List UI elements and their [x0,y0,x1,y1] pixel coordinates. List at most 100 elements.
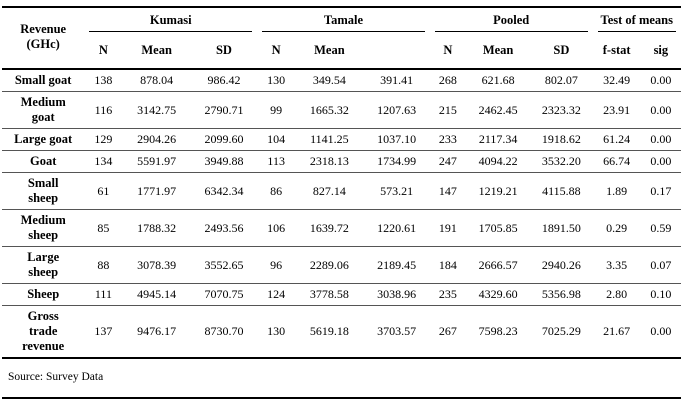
table-cell: 1665.32 [295,91,364,129]
col-header-fstat: f-stat [592,32,641,70]
table-cell: 349.54 [295,69,364,92]
table-cell: 1.89 [592,172,641,210]
table-header: Revenue (GHc) Kumasi Tamale Pooled Test … [2,7,681,70]
table-body: Small goat 138 878.04 986.42 130 349.54 391.41… [2,69,681,359]
table-row: Small sheep 61 1771.97 6342.34 86 827.14 573.21… [2,172,681,210]
table-cell: 111 [84,283,123,306]
table-cell: 137 [84,305,123,359]
table-row: Medium sheep 85 1788.32 2493.56 106 1639.72 122… [2,209,681,247]
table-cell: 2099.60 [190,128,258,151]
table-cell: 61.24 [592,128,641,151]
row-label-line: Large goat [14,132,73,146]
table-cell: 3532.20 [530,150,593,173]
table-cell: 129 [84,128,123,151]
group-header-tamale: Tamale [257,7,430,32]
table-cell: 0.00 [640,150,681,173]
row-label: Small sheep [2,172,85,210]
table-cell: 6342.34 [190,172,258,210]
table-cell: 1788.32 [122,209,191,247]
table-row: Small goat 138 878.04 986.42 130 349.54 391.41… [2,69,681,92]
table-row: Medium goat 116 3142.75 2790.71 99 1665.32 1207… [2,91,681,129]
row-label-line: Medium [20,95,66,109]
column-header-row: N Mean SD N Mean N Mean SD f-stat sig [2,32,681,70]
table-cell: 2940.26 [530,246,593,284]
table-cell: 0.59 [640,209,681,247]
row-label-line: sheep [28,191,59,205]
table-cell: 0.00 [640,128,681,151]
table-cell: 215 [429,91,466,129]
row-label-line: Goat [29,154,57,168]
table-cell: 8730.70 [190,305,258,359]
table-cell: 2462.45 [465,91,531,129]
table-cell: 32.49 [592,69,641,92]
table-cell: 3703.57 [363,305,430,359]
table-cell: 4094.22 [465,150,531,173]
row-label-line: Small [27,176,59,190]
table-cell: 573.21 [363,172,430,210]
table-cell: 4115.88 [530,172,593,210]
table-cell: 4329.60 [465,283,531,306]
row-header-line2: (GHc) [26,37,60,51]
table-cell: 1734.99 [363,150,430,173]
row-label-line: Medium [20,213,66,227]
table-cell: 391.41 [363,69,430,92]
row-label: Goat [2,150,85,173]
table-cell: 3552.65 [190,246,258,284]
table-cell: 184 [429,246,466,284]
table-cell: 3.35 [592,246,641,284]
row-header: Revenue (GHc) [2,7,85,70]
table-cell: 0.17 [640,172,681,210]
row-label: Small goat [2,69,85,92]
row-label-line: Sheep [27,287,60,301]
table-cell: 96 [257,246,296,284]
table-cell: 191 [429,209,466,247]
table-row: Large goat 129 2904.26 2099.60 104 1141.25 103… [2,128,681,151]
table-cell: 1220.61 [363,209,430,247]
table-cell: 147 [429,172,466,210]
col-header-tamale-mean: Mean [295,32,364,70]
col-header-tamale-n: N [257,32,296,70]
group-header-test-of-means: Test of means [593,7,681,32]
table-cell: 2666.57 [465,246,531,284]
table-cell: 106 [257,209,296,247]
table-cell: 85 [84,209,123,247]
col-header-kumasi-n: N [84,32,123,70]
row-label: Sheep [2,283,85,306]
table-cell: 7070.75 [190,283,258,306]
table-cell: 4945.14 [122,283,191,306]
table-cell: 247 [429,150,466,173]
row-label-line: Large [27,250,60,264]
table-cell: 3778.58 [295,283,364,306]
row-header-line1: Revenue [20,22,67,36]
table-row: Sheep 111 4945.14 7070.75 124 3778.58 3038.96 2… [2,283,681,306]
table-cell: 0.07 [640,246,681,284]
table-cell: 5591.97 [122,150,191,173]
table-cell: 5619.18 [295,305,364,359]
table-row: Large sheep 88 3078.39 3552.65 96 2289.06 2189.… [2,246,681,284]
table-cell: 138 [84,69,123,92]
col-header-tamale-sd [363,32,430,70]
table-cell: 3078.39 [122,246,191,284]
table-cell: 2.80 [592,283,641,306]
row-label: Medium sheep [2,209,85,247]
table-cell: 0.00 [640,91,681,129]
row-label: Medium goat [2,91,85,129]
table-cell: 2790.71 [190,91,258,129]
table-cell: 2323.32 [530,91,593,129]
row-label-line: revenue [22,339,65,353]
table-cell: 0.10 [640,283,681,306]
row-label-line: Gross [27,309,59,323]
table-cell: 88 [84,246,123,284]
table-cell: 1207.63 [363,91,430,129]
group-header-kumasi: Kumasi [84,7,257,32]
table-cell: 1771.97 [122,172,191,210]
table-cell: 0.00 [640,69,681,92]
table-cell: 1037.10 [363,128,430,151]
table-cell: 1918.62 [530,128,593,151]
table-cell: 0.00 [640,305,681,359]
col-header-pooled-n: N [429,32,466,70]
table-cell: 2117.34 [465,128,531,151]
table-cell: 802.07 [530,69,593,92]
table-cell: 113 [257,150,296,173]
table-cell: 1639.72 [295,209,364,247]
